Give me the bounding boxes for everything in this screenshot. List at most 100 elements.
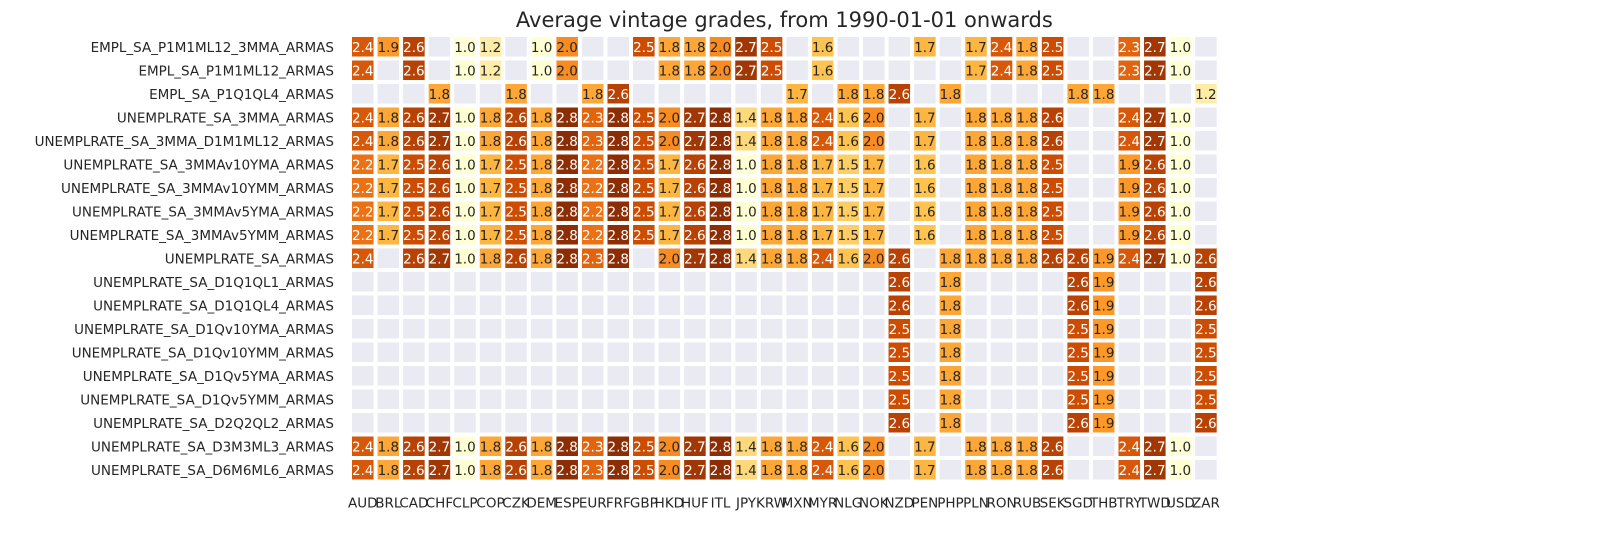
cell-value-label: 2.8 (556, 463, 577, 479)
empty-cell (682, 317, 708, 341)
cell-value-label: 1.8 (940, 345, 961, 361)
empty-cell (1090, 458, 1117, 482)
cell-value-label: 1.0 (735, 228, 756, 244)
heatmap-cell (912, 434, 938, 458)
heatmap-cell (401, 105, 427, 129)
empty-cell (554, 340, 580, 364)
heatmap-cell (784, 129, 810, 153)
empty-cell (784, 270, 810, 294)
empty-cell (579, 35, 606, 59)
empty-cell (1065, 105, 1091, 129)
y-axis-labels: EMPL_SA_P1M1ML12_3MMA_ARMAS EMPL_SA_P1M1M… (35, 40, 334, 479)
heatmap-cell (835, 434, 862, 458)
heatmap-cell (1193, 270, 1219, 294)
heatmap-cell (758, 176, 785, 200)
cell-value-label: 2.6 (1067, 251, 1088, 267)
cell-value-label: 1.7 (378, 181, 399, 197)
cell-value-label: 1.8 (965, 439, 986, 455)
empty-cell (937, 105, 964, 129)
empty-cell (682, 411, 708, 435)
cell-value-label: 1.8 (378, 463, 399, 479)
empty-cell (554, 364, 580, 388)
cell-value-label: 1.9 (378, 40, 399, 56)
cell-value-label: 1.7 (659, 204, 680, 220)
empty-cell (1090, 129, 1117, 153)
cell-value-label: 1.8 (786, 463, 807, 479)
empty-cell (605, 387, 632, 411)
heatmap-cell (426, 199, 453, 223)
cell-value-label: 1.9 (1093, 251, 1114, 267)
heatmap-cell (605, 82, 632, 106)
cell-value-label: 1.8 (965, 463, 986, 479)
heatmap-cell (1039, 105, 1066, 129)
cell-value-label: 1.0 (454, 463, 475, 479)
heatmap-cell (503, 129, 529, 153)
empty-cell (758, 82, 785, 106)
heatmap-cell (1014, 246, 1040, 270)
cell-value-label: 2.4 (1119, 134, 1140, 150)
cell-value-label: 1.8 (786, 228, 807, 244)
cell-value-label: 2.5 (889, 392, 910, 408)
cell-value-label: 1.7 (378, 157, 399, 173)
heatmap-cell (528, 434, 555, 458)
empty-cell (1014, 317, 1040, 341)
cell-value-label: 2.7 (1144, 439, 1165, 455)
heatmap-cell (1167, 58, 1194, 82)
cell-value-label: 1.8 (1067, 87, 1088, 103)
heatmap-cell (1090, 317, 1117, 341)
heatmap-cell (1039, 246, 1066, 270)
cell-value-label: 2.6 (403, 110, 424, 126)
heatmap-cell (937, 246, 964, 270)
heatmap-cell (963, 434, 989, 458)
empty-cell (477, 82, 504, 106)
cell-value-label: 2.6 (684, 204, 705, 220)
heatmap-cell (477, 35, 504, 59)
empty-cell (1167, 364, 1194, 388)
heatmap-cell (554, 176, 580, 200)
heatmap-cell (861, 129, 887, 153)
heatmap-cell (1090, 246, 1117, 270)
cell-value-label: 1.8 (531, 251, 552, 267)
cell-value-label: 2.5 (1067, 345, 1088, 361)
y-tick-label: UNEMPLRATE_SA_3MMAv10YMM_ARMAS (61, 181, 334, 197)
cell-value-label: 2.5 (633, 181, 654, 197)
heatmap-cell (1039, 223, 1066, 247)
empty-cell (937, 458, 964, 482)
cell-value-label: 1.9 (1119, 228, 1140, 244)
heatmap-cell (1167, 458, 1194, 482)
heatmap-cell (733, 105, 759, 129)
heatmap-cell (988, 105, 1015, 129)
heatmap-cell (1014, 129, 1040, 153)
empty-cell (937, 199, 964, 223)
empty-cell (528, 387, 555, 411)
heatmap-cell (733, 152, 759, 176)
empty-cell (1116, 317, 1143, 341)
cell-value-label: 1.2 (1195, 87, 1216, 103)
empty-cell (503, 317, 529, 341)
empty-cell (1039, 387, 1066, 411)
y-tick-label: UNEMPLRATE_SA_3MMAv10YMA_ARMAS (63, 157, 334, 173)
cell-value-label: 1.8 (761, 228, 782, 244)
cell-value-label: 2.6 (1144, 228, 1165, 244)
empty-cell (605, 364, 632, 388)
heatmap-cell (350, 129, 376, 153)
heatmap-cell (707, 105, 734, 129)
empty-cell (912, 293, 938, 317)
heatmap-cell (707, 199, 734, 223)
empty-cell (503, 340, 529, 364)
heatmap-cell (656, 58, 683, 82)
empty-cell (528, 364, 555, 388)
heatmap-cell (350, 105, 376, 129)
heatmap-cell (886, 411, 913, 435)
empty-cell (656, 82, 683, 106)
heatmap-cell (784, 152, 810, 176)
empty-cell (452, 293, 478, 317)
cell-value-label: 2.6 (889, 298, 910, 314)
heatmap-cell (605, 223, 632, 247)
cell-value-label: 1.0 (1170, 463, 1191, 479)
cell-value-label: 2.4 (352, 134, 373, 150)
heatmap-cell (1167, 152, 1194, 176)
heatmap-cell (1142, 246, 1168, 270)
heatmap-cell (1193, 82, 1219, 106)
empty-cell (1193, 223, 1219, 247)
